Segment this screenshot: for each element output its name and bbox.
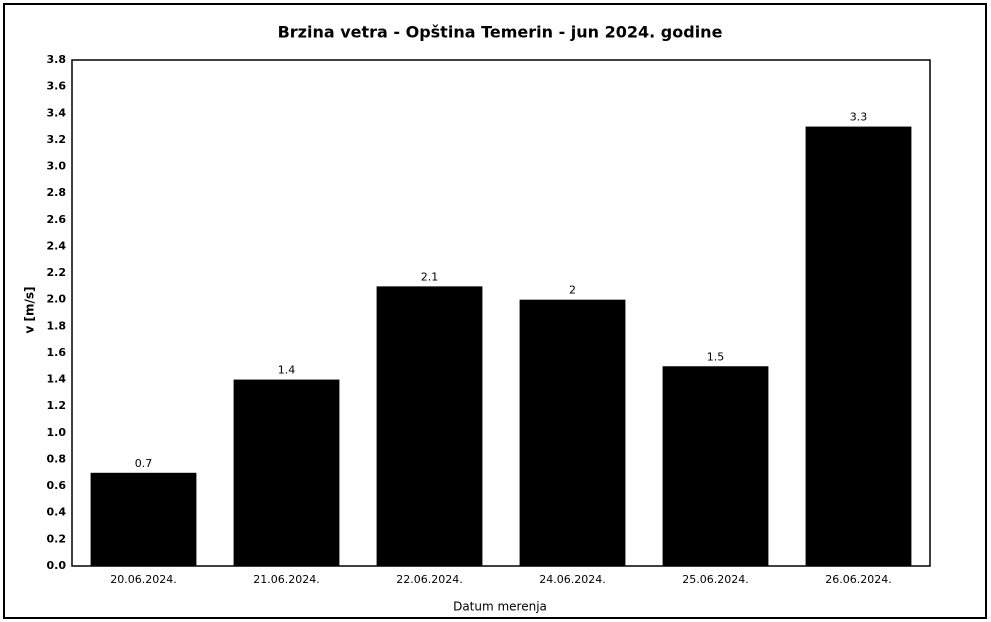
y-tick-label: 2.8	[47, 186, 67, 199]
x-tick-label: 24.06.2024.	[539, 573, 605, 586]
y-tick-label: 1.6	[47, 346, 67, 359]
y-tick-label: 1.8	[47, 319, 67, 332]
y-tick-label: 2.6	[47, 213, 67, 226]
bar	[90, 472, 197, 566]
y-tick-label: 2.2	[47, 266, 67, 279]
y-tick-label: 3.0	[47, 160, 67, 173]
x-tick-label: 26.06.2024.	[825, 573, 891, 586]
bar	[519, 299, 626, 566]
chart-frame	[3, 3, 987, 619]
data-label: 1.5	[707, 350, 725, 363]
y-tick-label: 0.8	[47, 452, 67, 465]
data-label: 3.3	[850, 111, 868, 124]
y-tick-label: 1.0	[47, 426, 67, 439]
y-tick-label: 0.2	[47, 532, 67, 545]
y-tick-label: 2.4	[47, 239, 67, 252]
y-tick-label: 2.0	[47, 293, 67, 306]
bar	[233, 379, 340, 566]
y-tick-label: 1.4	[47, 373, 67, 386]
data-label: 2.1	[421, 270, 439, 283]
y-tick-label: 3.8	[47, 53, 67, 66]
data-label: 1.4	[278, 364, 296, 377]
y-tick-label: 0.4	[47, 506, 67, 519]
y-axis-label: v [m/s]	[23, 287, 37, 334]
y-tick-label: 3.4	[47, 106, 67, 119]
bar	[662, 366, 769, 566]
y-tick-label: 3.2	[47, 133, 67, 146]
y-tick-label: 0.0	[47, 559, 67, 572]
chart-title: Brzina vetra - Opština Temerin - jun 202…	[278, 23, 723, 42]
y-tick-label: 1.2	[47, 399, 67, 412]
x-axis-label: Datum merenja	[453, 600, 547, 614]
data-label: 2	[569, 284, 576, 297]
plot-frame	[71, 59, 931, 567]
bar	[805, 126, 912, 566]
bar	[376, 286, 483, 566]
x-tick-label: 22.06.2024.	[396, 573, 462, 586]
y-tick-label: 0.6	[47, 479, 67, 492]
y-tick-label: 3.6	[47, 80, 67, 93]
x-tick-label: 21.06.2024.	[253, 573, 319, 586]
data-label: 0.7	[135, 457, 153, 470]
x-tick-label: 25.06.2024.	[682, 573, 748, 586]
x-tick-label: 20.06.2024.	[110, 573, 176, 586]
